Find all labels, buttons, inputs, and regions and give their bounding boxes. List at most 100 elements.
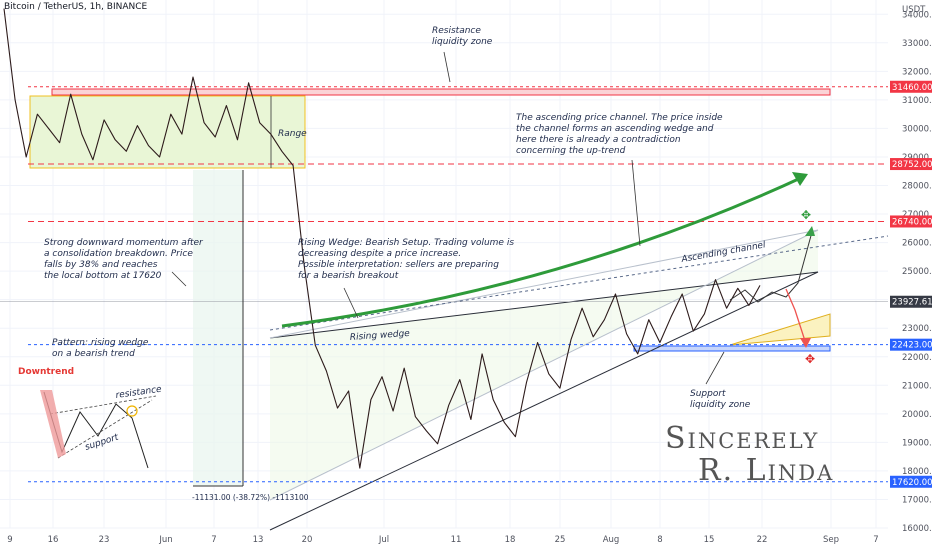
momentum-text-line: Strong downward momentum after xyxy=(44,238,204,248)
support-label: support xyxy=(84,433,120,453)
pattern-down-arrow xyxy=(40,390,66,458)
support-zone-text-line: Support xyxy=(690,389,726,399)
y-tick-label: 31000.00 xyxy=(902,96,932,106)
dotted-trend-line xyxy=(269,235,889,331)
pattern-resistance-line xyxy=(49,395,157,415)
y-tick-label: 16000.00 xyxy=(902,524,932,534)
range-label: Range xyxy=(278,129,307,139)
resistance-zone-text-line: Resistance xyxy=(432,26,481,36)
x-tick-label: 9 xyxy=(7,535,12,545)
y-tick-label: 33000.00 xyxy=(902,39,932,49)
x-tick-label: Sep xyxy=(823,535,839,545)
x-tick-label: 22 xyxy=(757,535,768,545)
price-tag-label: 22423.00 xyxy=(892,341,932,351)
channel-lower-line xyxy=(269,229,819,501)
wedge-setup-text-line: Possible interpretation: sellers are pre… xyxy=(298,260,499,270)
x-tick-label: 7 xyxy=(211,535,216,545)
projection-up-path xyxy=(729,231,813,303)
x-tick-label: 7 xyxy=(873,535,878,545)
y-tick-label: 27000.00 xyxy=(902,210,932,220)
y-tick-label: 25000.00 xyxy=(902,267,932,277)
projection-down-path xyxy=(785,288,807,345)
support-zone-box xyxy=(633,345,831,352)
channel-text-line: the channel forms an ascending wedge and xyxy=(516,124,714,134)
price-tag-label: 31460.00 xyxy=(892,83,932,93)
price-tag-label: 23927.61 xyxy=(892,298,932,308)
y-tick-label: 29000.00 xyxy=(902,153,932,163)
down-target-icon: ✥ xyxy=(805,352,815,366)
y-tick-label: 21000.00 xyxy=(902,381,932,391)
price-tag-label: 28752.00 xyxy=(892,160,932,170)
channel-text-line: here there is already a contradiction xyxy=(516,135,681,145)
support-zone-text-line: liquidity zone xyxy=(690,400,751,410)
resistance-zone-text-line: liquidity zone xyxy=(432,37,493,47)
pattern-text-line: Pattern: rising wedge xyxy=(52,338,149,348)
rising-wedge-label: Rising wedge xyxy=(350,329,411,343)
target-box xyxy=(729,313,831,346)
price-tag-label: 26740.00 xyxy=(892,217,932,227)
x-tick-label: 25 xyxy=(555,535,566,545)
signature-line1: Sincerely xyxy=(665,421,819,456)
x-tick-label: 23 xyxy=(99,535,110,545)
price-series-line xyxy=(3,8,761,469)
signature-line2: R. Linda xyxy=(698,453,834,488)
y-tick-label: 34000.00 xyxy=(902,10,932,20)
green-arrow-head xyxy=(792,172,808,186)
price-tag-bg xyxy=(890,80,932,93)
y-tick-label: 28000.00 xyxy=(902,182,932,192)
measure-box xyxy=(193,170,243,486)
x-tick-label: 13 xyxy=(253,535,264,545)
wedge-setup-text-line: for a bearish breakout xyxy=(298,271,399,281)
y-tick-label: 18000.00 xyxy=(902,467,932,477)
price-tag-label: 17620.00 xyxy=(892,478,932,488)
measure-label: -11131.00 (-38.72%) -1113100 xyxy=(192,493,309,502)
y-tick-label: 17000.00 xyxy=(902,495,932,505)
y-tick-label: 32000.00 xyxy=(902,67,932,77)
pointer-line xyxy=(631,159,641,247)
up-target-icon: ✥ xyxy=(801,208,811,222)
wedge-setup-text-line: Rising Wedge: Bearish Setup. Trading vol… xyxy=(298,238,514,248)
y-tick-label: 22000.00 xyxy=(902,353,932,363)
momentum-text-line: the local bottom at 17620 xyxy=(44,271,162,281)
y-tick-label: 26000.00 xyxy=(902,239,932,249)
currency-label: USDT xyxy=(902,5,926,15)
wedge-lower-line xyxy=(269,271,819,531)
momentum-text-line: a consolidation breakdown. Price xyxy=(44,249,193,259)
y-tick-label: 19000.00 xyxy=(902,438,932,448)
channel-upper-line xyxy=(269,229,819,339)
y-tick-label: 30000.00 xyxy=(902,124,932,134)
x-tick-label: 18 xyxy=(505,535,516,545)
pointer-line xyxy=(705,351,725,385)
y-tick-label: 23000.00 xyxy=(902,324,932,334)
pattern-break-marker xyxy=(126,405,138,417)
pointer-line xyxy=(343,287,359,319)
channel-text-line: concerning the up-trend xyxy=(516,146,626,156)
chart-header: Bitcoin / TetherUS, 1h, BINANCE xyxy=(4,2,148,12)
pattern-text-line: on a bearish trend xyxy=(52,349,135,359)
resistance-zone-box xyxy=(51,88,831,96)
momentum-text-line: falls by 38% and reaches xyxy=(44,260,158,270)
price-tag-bg xyxy=(890,215,932,228)
price-tag-bg xyxy=(890,295,932,308)
pointer-line xyxy=(171,271,187,287)
range-box xyxy=(29,95,306,169)
x-tick-label: 20 xyxy=(302,535,313,545)
y-tick-label: 20000.00 xyxy=(902,410,932,420)
price-tag-bg xyxy=(890,338,932,351)
x-tick-label: 15 xyxy=(704,535,715,545)
x-tick-label: 11 xyxy=(451,535,462,545)
x-tick-label: Jul xyxy=(378,535,389,545)
wedge-upper-line xyxy=(269,271,819,339)
up-arrow-head xyxy=(805,226,815,236)
price-tag-bg xyxy=(890,158,932,171)
x-tick-label: 8 xyxy=(657,535,662,545)
price-tag-bg xyxy=(890,475,932,488)
channel-text-line: The ascending price channel. The price i… xyxy=(516,113,723,123)
green-trend-arrow xyxy=(281,174,806,328)
x-tick-label: 16 xyxy=(48,535,59,545)
x-tick-label: Jun xyxy=(158,535,172,545)
wedge-setup-text-line: decreasing despite a price increase. xyxy=(298,249,461,259)
down-arrow-head xyxy=(800,338,811,348)
downtrend-label: Downtrend xyxy=(18,367,74,377)
